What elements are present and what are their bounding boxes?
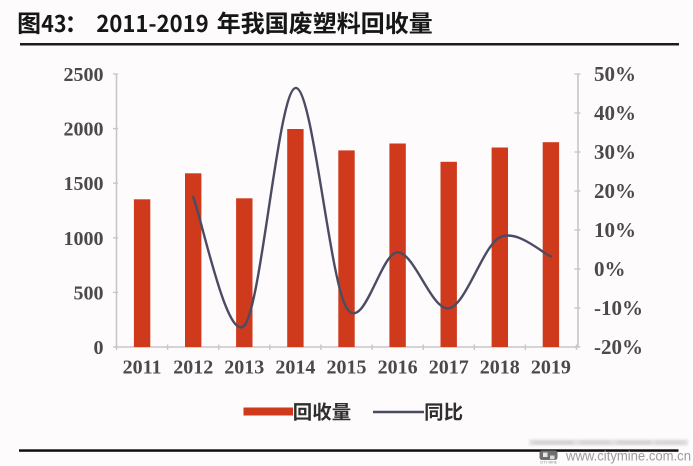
svg-text:2016: 2016 [378,357,418,379]
svg-text:2011: 2011 [123,357,162,379]
svg-text:2000: 2000 [64,119,104,141]
svg-text:1500: 1500 [64,173,104,195]
svg-text:2015: 2015 [327,357,367,379]
svg-text:2012: 2012 [173,357,213,379]
svg-text:1000: 1000 [64,228,104,250]
svg-text:0: 0 [94,337,104,359]
svg-text:-20%: -20% [594,335,643,359]
svg-text:-10%: -10% [594,296,643,320]
svg-text:CITY MINE: CITY MINE [540,460,558,464]
svg-text:2014: 2014 [275,357,315,379]
svg-text:2019: 2019 [531,357,571,379]
svg-text:2017: 2017 [429,357,469,379]
svg-text:30%: 30% [594,140,636,164]
svg-text:2013: 2013 [224,357,264,379]
svg-text:www.citymine.com.cn: www.citymine.com.cn [565,449,691,465]
svg-text:20%: 20% [594,179,636,203]
svg-text:50%: 50% [594,62,636,86]
svg-text:40%: 40% [594,101,636,125]
svg-text:2500: 2500 [64,64,104,86]
svg-text:10%: 10% [594,218,636,242]
svg-text:0%: 0% [594,257,626,281]
svg-text:2018: 2018 [480,357,520,379]
svg-text:500: 500 [74,282,104,304]
